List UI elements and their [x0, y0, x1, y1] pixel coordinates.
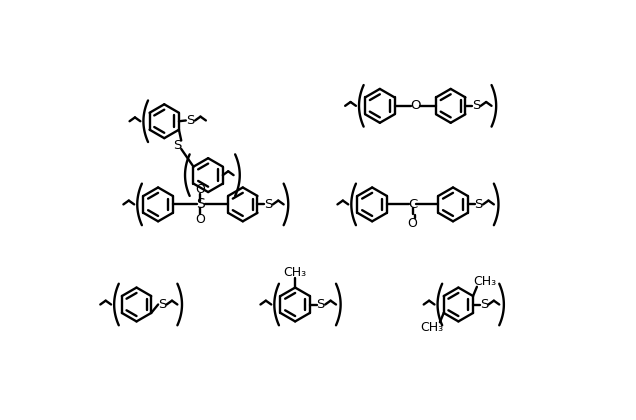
- Text: O: O: [408, 217, 417, 230]
- Text: S: S: [158, 298, 166, 311]
- Text: S: S: [264, 198, 272, 211]
- Text: CH₃: CH₃: [284, 266, 307, 278]
- Text: S: S: [196, 197, 205, 211]
- Text: S: S: [472, 100, 480, 112]
- Text: O: O: [410, 100, 420, 112]
- Text: CH₃: CH₃: [420, 321, 444, 334]
- Text: O: O: [195, 213, 205, 226]
- Text: C: C: [408, 198, 417, 211]
- Text: S: S: [480, 298, 488, 311]
- Text: CH₃: CH₃: [473, 275, 496, 288]
- Text: S: S: [317, 298, 325, 311]
- Text: S: S: [173, 139, 181, 152]
- Text: O: O: [195, 183, 205, 196]
- Text: S: S: [474, 198, 483, 211]
- Text: S: S: [186, 114, 195, 127]
